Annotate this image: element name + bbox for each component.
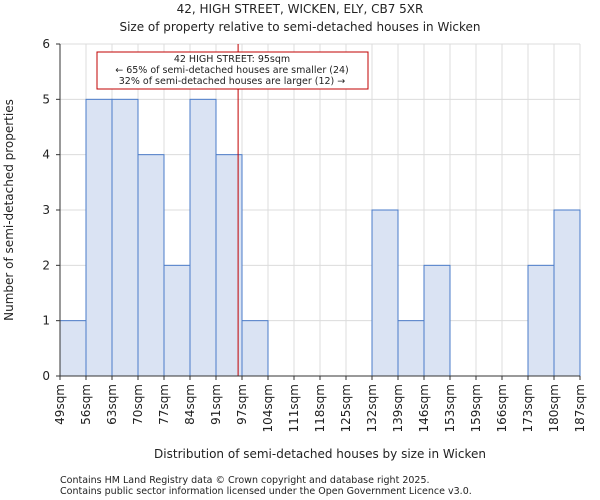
y-tick-label: 2 xyxy=(42,258,50,272)
x-tick-label: 63sqm xyxy=(105,384,119,425)
annotation-line-1: 42 HIGH STREET: 95sqm xyxy=(174,54,290,65)
bar-180sqm xyxy=(553,209,581,377)
bar-173sqm xyxy=(527,264,555,377)
x-tick-label: 153sqm xyxy=(443,384,457,432)
bar-84sqm xyxy=(189,98,217,377)
property-marker-group: 42 HIGH STREET: 95sqm← 65% of semi-detac… xyxy=(96,44,369,376)
x-tick-label: 84sqm xyxy=(183,384,197,425)
x-tick-label: 125sqm xyxy=(339,384,353,432)
x-tick-label: 70sqm xyxy=(131,384,145,425)
bar-49sqm xyxy=(59,320,87,377)
footer-line-2: Contains public sector information licen… xyxy=(60,486,472,497)
footer-line-1: Contains HM Land Registry data © Crown c… xyxy=(60,475,430,486)
x-tick-label: 118sqm xyxy=(313,384,327,432)
chart-subtitle: Size of property relative to semi-detach… xyxy=(119,20,480,34)
y-axis-label: Number of semi-detached properties xyxy=(2,99,16,321)
y-tick-label: 0 xyxy=(42,369,50,383)
x-tick-label: 111sqm xyxy=(287,384,301,432)
bar-56sqm xyxy=(85,98,113,377)
x-tick-label: 97sqm xyxy=(235,384,249,425)
x-tick-labels: 49sqm 56sqm 63sqm 70sqm 77sqm 84sqm 91sqm 97sqm… xyxy=(53,376,587,432)
y-tick-label: 1 xyxy=(42,314,50,328)
bar-97sqm xyxy=(241,320,269,377)
x-tick-label: 187sqm xyxy=(573,384,587,432)
x-tick-label: 104sqm xyxy=(261,384,275,432)
x-tick-label: 166sqm xyxy=(495,384,509,432)
y-tick-label: 6 xyxy=(42,37,50,51)
y-tick-label: 4 xyxy=(42,148,50,162)
bar-77sqm xyxy=(163,264,191,377)
x-tick-label: 91sqm xyxy=(209,384,223,425)
x-tick-label: 139sqm xyxy=(391,384,405,432)
y-tick-label: 5 xyxy=(42,92,50,106)
x-tick-label: 173sqm xyxy=(521,384,535,432)
bar-70sqm xyxy=(137,154,165,377)
bar-146sqm xyxy=(423,264,451,377)
bar-132sqm xyxy=(371,209,399,377)
annotation-line-2: ← 65% of semi-detached houses are smalle… xyxy=(115,65,349,76)
x-tick-label: 49sqm xyxy=(53,384,67,425)
x-tick-label: 159sqm xyxy=(469,384,483,432)
bar-63sqm xyxy=(111,98,139,377)
x-tick-label: 56sqm xyxy=(79,384,93,425)
bar-139sqm xyxy=(397,320,425,377)
chart-title: 42, HIGH STREET, WICKEN, ELY, CB7 5XR xyxy=(177,2,424,16)
x-axis-label: Distribution of semi-detached houses by … xyxy=(154,447,486,461)
x-tick-label: 146sqm xyxy=(417,384,431,432)
x-tick-label: 132sqm xyxy=(365,384,379,432)
y-tick-labels: 0 1 2 3 4 5 6 xyxy=(42,37,60,383)
y-tick-label: 3 xyxy=(42,203,50,217)
x-tick-label: 77sqm xyxy=(157,384,171,425)
x-tick-label: 180sqm xyxy=(547,384,561,432)
annotation-box xyxy=(96,51,369,90)
annotation-line-3: 32% of semi-detached houses are larger (… xyxy=(119,76,346,87)
